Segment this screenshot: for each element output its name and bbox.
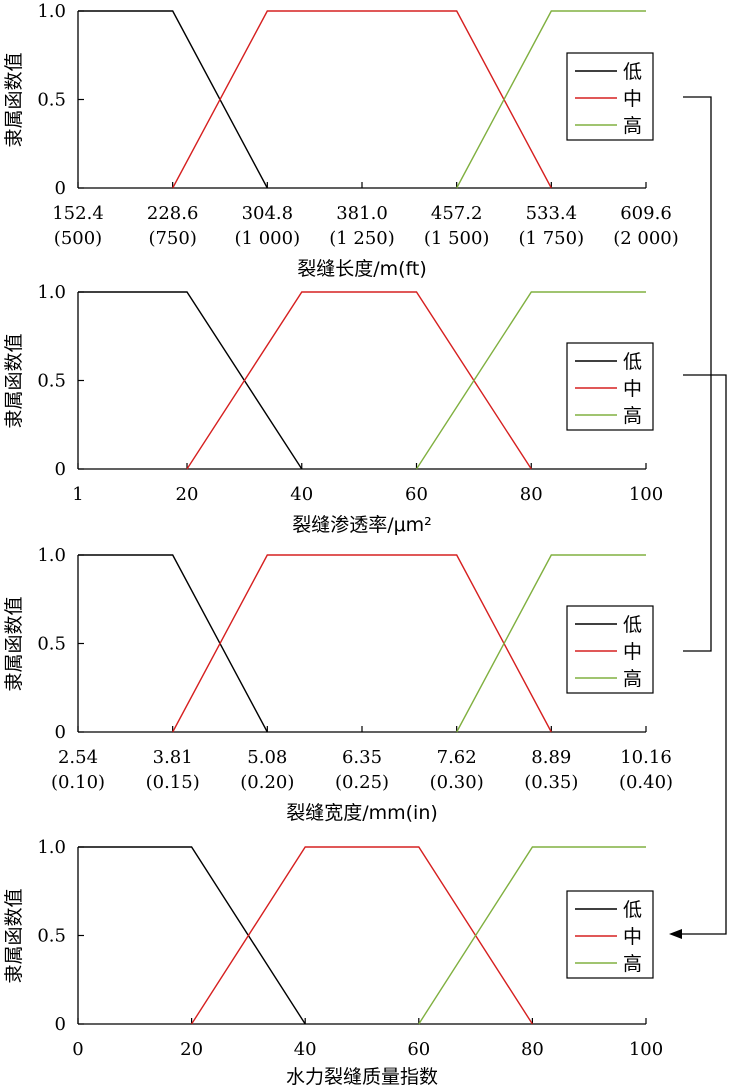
x-tick-label: 80 [520,484,543,505]
chart-panel-4: 0 20 40 60 80 100 0 0.5 1.0 水力裂缝质量指数 隶属函数值 低中高 [3,837,663,1088]
chart-panel-3: 2.54 (0.10) 3.81 (0.15) 5.08 (0.20) 6.35 (0.25)… [3,545,673,824]
legend-label: 中 [623,88,642,110]
x-tick-label: 20 [176,484,199,505]
x-tick-label: 304.8 [242,203,294,224]
series-line [172,554,552,733]
legend-label: 高 [623,405,642,427]
x-axis-title: 裂缝渗透率/μm² [292,514,432,536]
legend-label: 高 [623,953,642,975]
x-tick-sublabel: (2 000) [613,228,679,249]
connector-arrow-line [681,374,727,935]
x-tick-sublabel: (1 250) [329,228,395,249]
legend: 低中高 [566,52,654,141]
x-tick-sublabel: (0.10) [51,772,105,793]
x-tick-label: 7.62 [437,747,477,768]
series-line [186,291,532,470]
chart-panel-1: 152.4 (500) 228.6 (750) 304.8 (1 000) 381.0 (1 … [3,1,679,280]
y-tick-label: 1.0 [37,837,66,858]
x-tick-label: 40 [290,484,313,505]
x-tick-sublabel: (1 000) [235,228,301,249]
x-tick-label: 381.0 [336,203,388,224]
x-tick-label: 609.6 [620,203,672,224]
y-tick-label: 0 [55,178,66,199]
y-tick-label: 1.0 [37,545,66,566]
x-tick-label: 100 [629,1039,663,1060]
legend-label: 低 [623,61,642,83]
x-tick-label: 152.4 [52,203,104,224]
x-tick-label: 10.16 [620,747,672,768]
y-tick-label: 1.0 [37,1,66,22]
legend-label: 高 [623,668,642,690]
y-axis-title: 隶属函数值 [3,596,25,691]
y-axis-title: 隶属函数值 [3,52,25,147]
legend: 低中高 [566,342,654,431]
x-tick-label: 40 [294,1039,317,1060]
legend: 低中高 [566,605,654,694]
x-axis-title: 水力裂缝质量指数 [286,1066,438,1088]
y-tick-label: 0.5 [37,634,66,655]
y-tick-label: 0.5 [37,371,66,392]
series-line [78,846,306,1025]
x-tick-label: 228.6 [147,203,199,224]
x-tick-label: 457.2 [431,203,483,224]
legend-label: 低 [623,899,642,921]
series-line [415,291,646,470]
x-tick-label: 3.81 [153,747,193,768]
legend-label: 低 [623,351,642,373]
y-tick-label: 0 [55,1014,66,1035]
y-axis-title: 隶属函数值 [3,333,25,428]
y-tick-label: 0 [55,459,66,480]
legend-label: 中 [623,926,642,948]
x-axis-title: 裂缝宽度/mm(in) [286,802,438,824]
x-tick-sublabel: (0.25) [335,772,389,793]
connector-lines [669,96,727,939]
x-tick-label: 5.08 [247,747,287,768]
x-tick-label: 6.35 [342,747,382,768]
legend: 低中高 [566,890,654,979]
x-tick-sublabel: (1 500) [424,228,490,249]
x-tick-sublabel: (500) [54,228,102,249]
x-tick-sublabel: (0.40) [619,772,673,793]
arrow-head-icon [669,929,682,939]
connector-bracket [683,96,712,652]
chart-panel-2: 1 20 40 60 80 100 0 0.5 1.0 裂缝渗透率/μm² 隶属函数值 低中高 [3,282,663,536]
x-tick-label: 2.54 [58,747,98,768]
legend-label: 中 [623,378,642,400]
x-tick-label: 0 [72,1039,83,1060]
x-tick-label: 80 [521,1039,544,1060]
series-line [191,846,533,1025]
series-line [78,291,303,470]
x-tick-sublabel: (0.35) [524,772,578,793]
series-line [456,10,646,189]
x-tick-sublabel: (0.20) [240,772,294,793]
series-line [78,10,268,189]
series-line [172,10,552,189]
x-tick-label: 60 [407,1039,430,1060]
x-tick-label: 533.4 [526,203,578,224]
x-tick-label: 8.89 [531,747,571,768]
y-tick-label: 0.5 [37,90,66,111]
x-tick-label: 1 [72,484,83,505]
legend-label: 低 [623,614,642,636]
y-axis-title: 隶属函数值 [3,888,25,983]
x-tick-sublabel: (750) [148,228,196,249]
y-tick-label: 1.0 [37,282,66,303]
x-tick-label: 20 [180,1039,203,1060]
legend-label: 中 [623,641,642,663]
x-tick-sublabel: (0.15) [146,772,200,793]
x-tick-label: 60 [405,484,428,505]
x-tick-sublabel: (1 750) [519,228,585,249]
x-tick-sublabel: (0.30) [430,772,484,793]
x-axis-title: 裂缝长度/m(ft) [297,258,427,280]
legend-label: 高 [623,115,642,137]
y-tick-label: 0.5 [37,926,66,947]
series-line [418,846,646,1025]
y-tick-label: 0 [55,722,66,743]
series-line [78,554,268,733]
series-line [456,554,646,733]
x-tick-label: 100 [629,484,663,505]
